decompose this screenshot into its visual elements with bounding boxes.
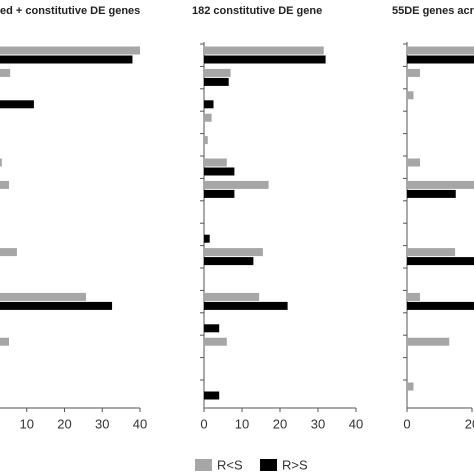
bar [204,337,227,346]
bar [407,292,420,301]
legend-label: R<S [217,457,243,472]
bar [204,113,212,122]
bar [407,91,414,100]
legend-swatch [195,459,212,471]
bar [204,391,220,400]
bar [407,189,456,198]
bar [0,292,87,301]
x-tick-label: 40 [133,416,147,431]
bar [407,257,474,266]
x-tick-label: 0 [403,416,410,431]
bar [407,68,420,77]
bar [204,136,208,145]
bar [204,180,269,189]
bar [204,46,324,55]
bar [407,55,474,64]
bar [204,77,229,86]
panel-title: 55DE genes acr [392,5,474,17]
bar [0,248,17,257]
bar [407,382,414,391]
legend-label: R>S [282,457,308,472]
bar [204,167,235,176]
x-tick-label: 20 [465,416,474,431]
x-tick-label: 0 [200,416,207,431]
panel-title: ed + constitutive DE genes [0,5,140,17]
bar [204,158,227,167]
bar [0,55,133,64]
x-tick-label: 20 [273,416,287,431]
panel-title: 182 constitutive DE gene [192,5,322,17]
bar [407,301,474,310]
bar [0,180,10,189]
bar [407,248,456,257]
bar [407,180,474,189]
bar [407,337,450,346]
bar [204,292,260,301]
bar [204,324,220,333]
bar [204,68,231,77]
bar [0,158,2,167]
x-tick-label: 30 [311,416,325,431]
bar [204,257,254,266]
bar [204,55,326,64]
bar [0,301,113,310]
x-tick-label: 30 [95,416,109,431]
x-tick-label: 20 [57,416,71,431]
bar [0,68,11,77]
bar [0,46,140,55]
bar [204,100,214,109]
bar [204,189,235,198]
x-tick-label: 10 [235,416,249,431]
x-tick-label: 10 [20,416,34,431]
bar [407,158,420,167]
bar [204,248,263,257]
bar [204,234,210,243]
bar [0,337,10,346]
legend-swatch [260,459,277,471]
bar [407,46,474,55]
x-tick-label: 40 [349,416,363,431]
bar [204,301,288,310]
bar [0,100,34,109]
